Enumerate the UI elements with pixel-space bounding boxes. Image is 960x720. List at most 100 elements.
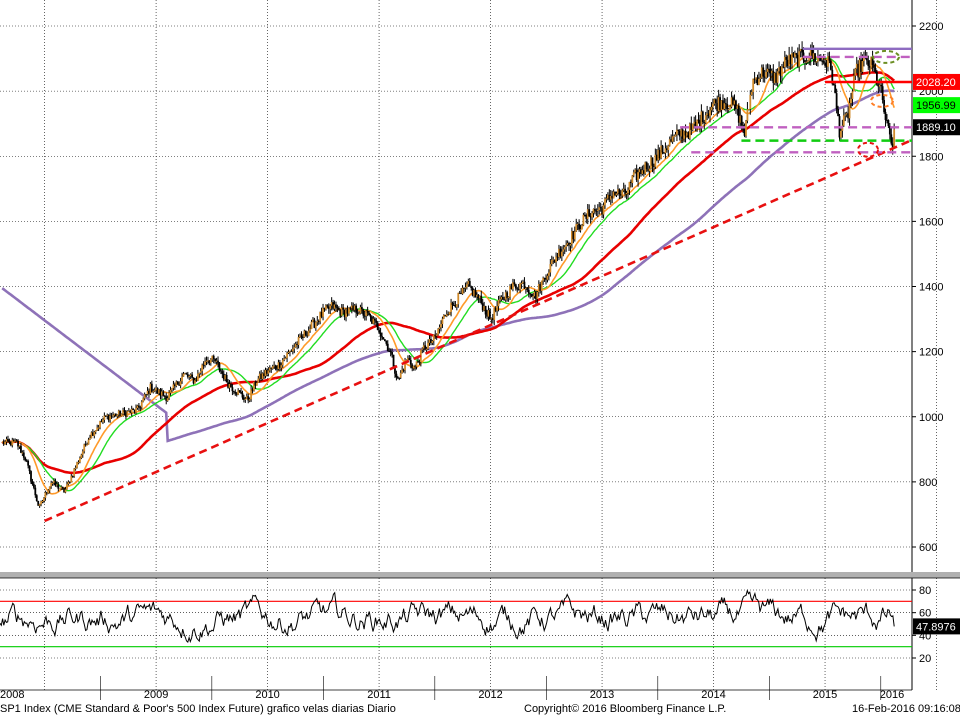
candle-body bbox=[399, 372, 402, 378]
candle-body bbox=[71, 476, 74, 478]
y-tick-label: 2200 bbox=[919, 21, 943, 33]
candle-body bbox=[569, 243, 572, 246]
moving-average-200 bbox=[1, 89, 895, 443]
x-tick-label: 2009 bbox=[144, 689, 168, 701]
candle-body bbox=[47, 490, 50, 494]
candle-body bbox=[736, 105, 739, 109]
candle-body bbox=[688, 123, 691, 139]
candle-body bbox=[130, 408, 133, 413]
candle-body bbox=[573, 231, 576, 240]
candle-body bbox=[778, 67, 780, 72]
candle-body bbox=[617, 189, 619, 194]
candle-body bbox=[445, 314, 448, 317]
candle-body bbox=[424, 345, 427, 350]
candle-body bbox=[671, 136, 674, 142]
price-label-box bbox=[913, 97, 960, 114]
candle-body bbox=[125, 412, 127, 417]
candle-body bbox=[238, 390, 241, 393]
candle-body bbox=[517, 289, 520, 291]
candle-body bbox=[709, 110, 711, 117]
price-labels: 2028.20 1956.99 1889.10 bbox=[913, 73, 960, 136]
candle-body bbox=[93, 431, 96, 436]
candle-body bbox=[687, 132, 690, 139]
candle-body bbox=[817, 55, 819, 62]
candle-body bbox=[793, 53, 796, 57]
candle-body bbox=[150, 383, 153, 392]
candle-body bbox=[519, 283, 522, 290]
candle-body bbox=[415, 361, 418, 367]
rsi-path bbox=[0, 588, 895, 644]
candle-body bbox=[267, 370, 270, 374]
candle-body bbox=[524, 287, 527, 289]
candle-body bbox=[851, 91, 854, 99]
candle-body bbox=[316, 320, 319, 323]
candle-body bbox=[579, 229, 582, 231]
candle-body bbox=[294, 343, 297, 348]
candle-body bbox=[529, 293, 532, 295]
candlesticks bbox=[2, 41, 896, 508]
candle-body bbox=[89, 438, 91, 440]
candle-body bbox=[313, 319, 316, 328]
candle-body bbox=[253, 381, 255, 391]
candle-body bbox=[366, 310, 369, 313]
candle-body bbox=[153, 390, 156, 392]
candle-body bbox=[788, 54, 791, 67]
candle-body bbox=[762, 67, 765, 77]
candle-body bbox=[811, 49, 814, 59]
candle-body bbox=[382, 337, 385, 340]
candle-body bbox=[103, 415, 106, 420]
candle-body bbox=[139, 407, 142, 409]
candle-body bbox=[345, 310, 347, 318]
candle-body bbox=[217, 360, 219, 364]
candle-body bbox=[772, 70, 775, 84]
rsi-tick-label: 80 bbox=[919, 585, 931, 597]
candle-body bbox=[339, 309, 342, 316]
candle-body bbox=[43, 497, 45, 502]
candle-body bbox=[8, 441, 11, 443]
candle-body bbox=[57, 484, 60, 489]
candle-body bbox=[349, 307, 352, 309]
candle-body bbox=[122, 410, 124, 414]
candle-body bbox=[471, 288, 474, 296]
candle-body bbox=[257, 378, 260, 383]
trendline bbox=[44, 138, 913, 523]
candle-body bbox=[785, 56, 788, 60]
candle-body bbox=[191, 374, 194, 378]
candle-body bbox=[102, 419, 104, 423]
candle-body bbox=[465, 284, 468, 288]
candle-body bbox=[296, 343, 299, 346]
candle-body bbox=[116, 414, 119, 417]
target-ellipse-top bbox=[872, 49, 900, 64]
candle-body bbox=[140, 401, 143, 408]
candle-body bbox=[677, 129, 680, 131]
candle-body bbox=[605, 198, 608, 200]
candle-body bbox=[480, 295, 483, 304]
candle-body bbox=[691, 123, 694, 130]
candle-body bbox=[381, 336, 383, 338]
candle-body bbox=[571, 231, 573, 244]
candle-body bbox=[629, 181, 632, 184]
candle-body bbox=[861, 61, 864, 72]
candle-body bbox=[684, 130, 687, 136]
candle-body bbox=[592, 208, 595, 214]
candle-body bbox=[5, 439, 8, 442]
candle-body bbox=[604, 198, 606, 206]
candle-body bbox=[402, 369, 405, 371]
candle-body bbox=[755, 77, 757, 80]
candle-body bbox=[594, 208, 596, 211]
candle-body bbox=[162, 391, 165, 396]
candle-body bbox=[474, 290, 477, 297]
candle-body bbox=[795, 53, 798, 55]
candle-body bbox=[228, 384, 231, 388]
candle-body bbox=[717, 97, 720, 111]
candle-body bbox=[135, 408, 137, 413]
candle-body bbox=[631, 175, 634, 184]
candle-body bbox=[286, 352, 288, 358]
candle-body bbox=[7, 439, 9, 442]
candle-body bbox=[12, 439, 15, 442]
candle-body bbox=[427, 342, 429, 349]
candle-body bbox=[678, 130, 681, 137]
candle-body bbox=[278, 362, 281, 368]
candle-body bbox=[385, 340, 388, 344]
